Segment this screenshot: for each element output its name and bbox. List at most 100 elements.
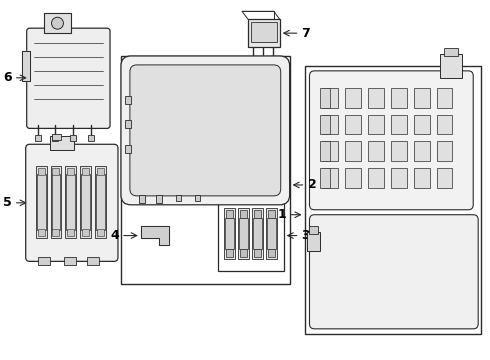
Bar bbox=[240, 249, 247, 257]
Bar bbox=[175, 195, 180, 201]
Bar bbox=[225, 218, 234, 249]
Bar bbox=[44, 13, 72, 33]
Text: 2: 2 bbox=[308, 179, 316, 192]
Bar bbox=[196, 195, 200, 201]
Bar bbox=[81, 174, 90, 230]
Bar bbox=[307, 231, 320, 251]
Bar bbox=[226, 210, 233, 218]
Bar bbox=[71, 135, 76, 141]
Bar bbox=[95, 166, 106, 238]
Bar bbox=[368, 168, 384, 188]
Bar bbox=[52, 168, 59, 175]
Bar bbox=[121, 56, 290, 284]
Bar bbox=[65, 166, 76, 238]
Bar bbox=[248, 19, 280, 47]
FancyBboxPatch shape bbox=[310, 215, 478, 329]
Bar bbox=[88, 135, 94, 141]
Bar bbox=[368, 88, 384, 108]
Bar bbox=[268, 210, 275, 218]
Bar bbox=[125, 121, 131, 129]
Bar bbox=[345, 141, 361, 161]
Bar bbox=[444, 48, 458, 56]
Text: 6: 6 bbox=[3, 71, 12, 84]
Bar bbox=[305, 66, 481, 334]
Bar bbox=[38, 229, 45, 235]
Bar bbox=[391, 168, 407, 188]
Bar bbox=[239, 218, 248, 249]
Bar bbox=[322, 141, 338, 161]
Bar bbox=[139, 195, 145, 203]
Bar bbox=[322, 114, 338, 134]
Text: 1: 1 bbox=[278, 208, 287, 221]
Bar bbox=[68, 168, 74, 175]
Bar bbox=[437, 141, 452, 161]
Bar bbox=[35, 135, 41, 141]
Bar bbox=[253, 218, 262, 249]
Bar bbox=[64, 257, 76, 265]
Bar bbox=[414, 88, 430, 108]
Bar bbox=[82, 168, 89, 175]
FancyBboxPatch shape bbox=[25, 144, 118, 261]
Bar bbox=[252, 208, 263, 260]
Bar bbox=[322, 168, 338, 188]
Bar bbox=[322, 88, 338, 108]
Bar bbox=[391, 88, 407, 108]
Bar bbox=[309, 226, 318, 234]
Bar bbox=[68, 229, 74, 235]
Bar bbox=[52, 229, 59, 235]
Bar bbox=[414, 114, 430, 134]
Bar bbox=[391, 141, 407, 161]
Bar bbox=[38, 168, 45, 175]
Polygon shape bbox=[141, 226, 169, 246]
Text: 3: 3 bbox=[301, 229, 310, 242]
Bar bbox=[125, 145, 131, 153]
FancyBboxPatch shape bbox=[310, 71, 473, 210]
Bar bbox=[80, 166, 91, 238]
Bar bbox=[414, 168, 430, 188]
Bar bbox=[49, 136, 74, 150]
Bar bbox=[36, 166, 47, 238]
Bar bbox=[268, 249, 275, 257]
Bar bbox=[320, 114, 330, 134]
Bar bbox=[96, 174, 105, 230]
Bar bbox=[254, 210, 261, 218]
Bar bbox=[82, 229, 89, 235]
Bar bbox=[320, 141, 330, 161]
FancyBboxPatch shape bbox=[130, 65, 281, 196]
Bar bbox=[97, 168, 104, 175]
Bar bbox=[224, 208, 235, 260]
Bar bbox=[52, 135, 58, 141]
Bar bbox=[87, 257, 99, 265]
Bar bbox=[37, 174, 46, 230]
Bar bbox=[226, 249, 233, 257]
FancyBboxPatch shape bbox=[121, 56, 290, 205]
Bar bbox=[368, 141, 384, 161]
Bar bbox=[441, 54, 462, 78]
Text: 4: 4 bbox=[110, 229, 119, 242]
Bar bbox=[437, 88, 452, 108]
Bar bbox=[50, 166, 61, 238]
Bar bbox=[156, 195, 162, 203]
Bar bbox=[66, 174, 75, 230]
Bar bbox=[267, 218, 276, 249]
Bar bbox=[38, 257, 49, 265]
Bar bbox=[368, 114, 384, 134]
Bar bbox=[345, 88, 361, 108]
Polygon shape bbox=[22, 51, 30, 81]
FancyBboxPatch shape bbox=[26, 28, 110, 129]
Circle shape bbox=[51, 17, 63, 29]
Bar bbox=[320, 88, 330, 108]
Bar bbox=[125, 96, 131, 104]
Bar bbox=[345, 168, 361, 188]
Bar bbox=[240, 210, 247, 218]
Text: 7: 7 bbox=[301, 27, 310, 40]
Bar bbox=[437, 168, 452, 188]
Bar bbox=[97, 229, 104, 235]
Bar bbox=[414, 141, 430, 161]
Bar bbox=[51, 134, 61, 140]
Text: 5: 5 bbox=[3, 196, 12, 209]
Bar bbox=[238, 208, 249, 260]
Bar bbox=[345, 114, 361, 134]
Bar bbox=[218, 200, 284, 271]
Bar bbox=[437, 114, 452, 134]
